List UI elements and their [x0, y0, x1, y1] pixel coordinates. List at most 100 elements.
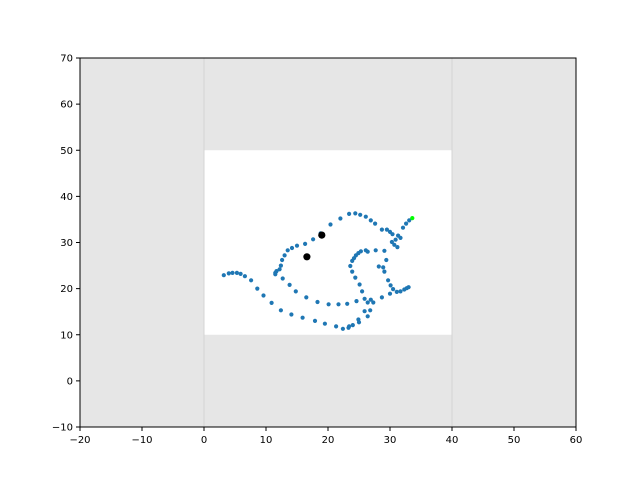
y-tick-label: 20 [60, 284, 73, 295]
data-point [221, 273, 226, 278]
data-point [398, 289, 403, 294]
inner-region [204, 150, 452, 335]
data-point [398, 235, 403, 240]
data-point [365, 249, 370, 254]
data-point [392, 242, 397, 247]
x-axis: −20 −10 0 10 20 30 40 50 60 [69, 427, 582, 446]
data-point [274, 269, 279, 274]
data-point [322, 321, 327, 326]
data-point [368, 218, 373, 223]
data-point [400, 225, 406, 230]
data-point [340, 326, 345, 331]
data-point [303, 253, 311, 261]
data-point [358, 249, 363, 254]
data-point [261, 293, 266, 298]
data-point [294, 243, 300, 248]
y-axis: −10 0 10 20 30 40 50 60 70 [52, 54, 80, 434]
x-tick-label: 50 [508, 435, 521, 446]
data-point [365, 314, 370, 319]
data-point [289, 245, 295, 251]
data-point [311, 237, 316, 242]
data-point [358, 212, 363, 217]
data-points [221, 211, 415, 331]
data-point [379, 227, 384, 232]
data-point [336, 302, 341, 307]
x-tick-label: 30 [384, 435, 397, 446]
x-tick-label: 10 [260, 435, 273, 446]
data-point [373, 248, 378, 253]
data-point [356, 320, 362, 325]
data-point [384, 227, 389, 232]
data-point [238, 271, 243, 276]
data-point [255, 286, 260, 291]
y-tick-label: −10 [52, 423, 73, 434]
y-tick-label: 30 [60, 238, 73, 249]
data-point [285, 248, 290, 253]
data-point [368, 297, 373, 302]
data-point [347, 324, 352, 329]
x-tick-label: 0 [201, 435, 207, 446]
data-point [304, 295, 309, 300]
data-point [404, 221, 409, 226]
data-point [376, 264, 381, 269]
data-point [353, 275, 358, 280]
data-point [289, 312, 294, 317]
data-point [345, 301, 350, 306]
data-point [389, 239, 394, 245]
data-point [315, 299, 320, 305]
data-point [382, 248, 387, 253]
y-tick-label: 0 [67, 376, 73, 387]
y-tick-label: 60 [60, 100, 73, 111]
data-point [406, 285, 411, 290]
data-point [386, 278, 391, 283]
data-point [293, 289, 298, 294]
data-point [338, 216, 343, 221]
data-point [387, 291, 393, 296]
data-point [303, 241, 308, 246]
data-point [242, 274, 247, 279]
data-point [280, 276, 285, 281]
data-point [234, 270, 239, 275]
data-point [393, 237, 398, 242]
y-tick-label: 10 [60, 330, 73, 341]
data-point [390, 232, 395, 237]
data-point [371, 300, 376, 305]
data-point [278, 308, 283, 313]
x-tick-label: 40 [446, 435, 459, 446]
data-point [326, 302, 331, 307]
data-point [362, 296, 367, 301]
data-point [381, 265, 386, 270]
data-point [328, 222, 333, 227]
data-point [300, 315, 305, 320]
data-point [350, 269, 355, 274]
data-point [249, 278, 254, 283]
data-point [357, 282, 362, 287]
data-point [269, 300, 274, 305]
data-point [318, 231, 326, 239]
y-tick-label: 40 [60, 192, 73, 203]
x-tick-label: −10 [131, 435, 152, 446]
y-tick-label: 50 [60, 146, 73, 157]
data-point [384, 257, 389, 263]
data-point [230, 270, 235, 275]
data-point [226, 271, 231, 276]
data-point [312, 318, 318, 323]
data-point [277, 267, 282, 272]
data-point [388, 283, 393, 288]
data-point [362, 309, 367, 314]
x-tick-label: 60 [570, 435, 583, 446]
data-point [287, 282, 292, 287]
data-point [354, 299, 359, 304]
data-point [280, 257, 285, 263]
data-point [278, 263, 283, 268]
x-tick-label: 20 [322, 435, 335, 446]
data-point [410, 216, 415, 221]
data-point [365, 300, 370, 305]
data-point [348, 263, 353, 269]
data-point [394, 289, 399, 294]
data-point [347, 211, 352, 216]
data-point [395, 245, 400, 250]
data-point [373, 221, 378, 226]
data-point [350, 323, 355, 328]
